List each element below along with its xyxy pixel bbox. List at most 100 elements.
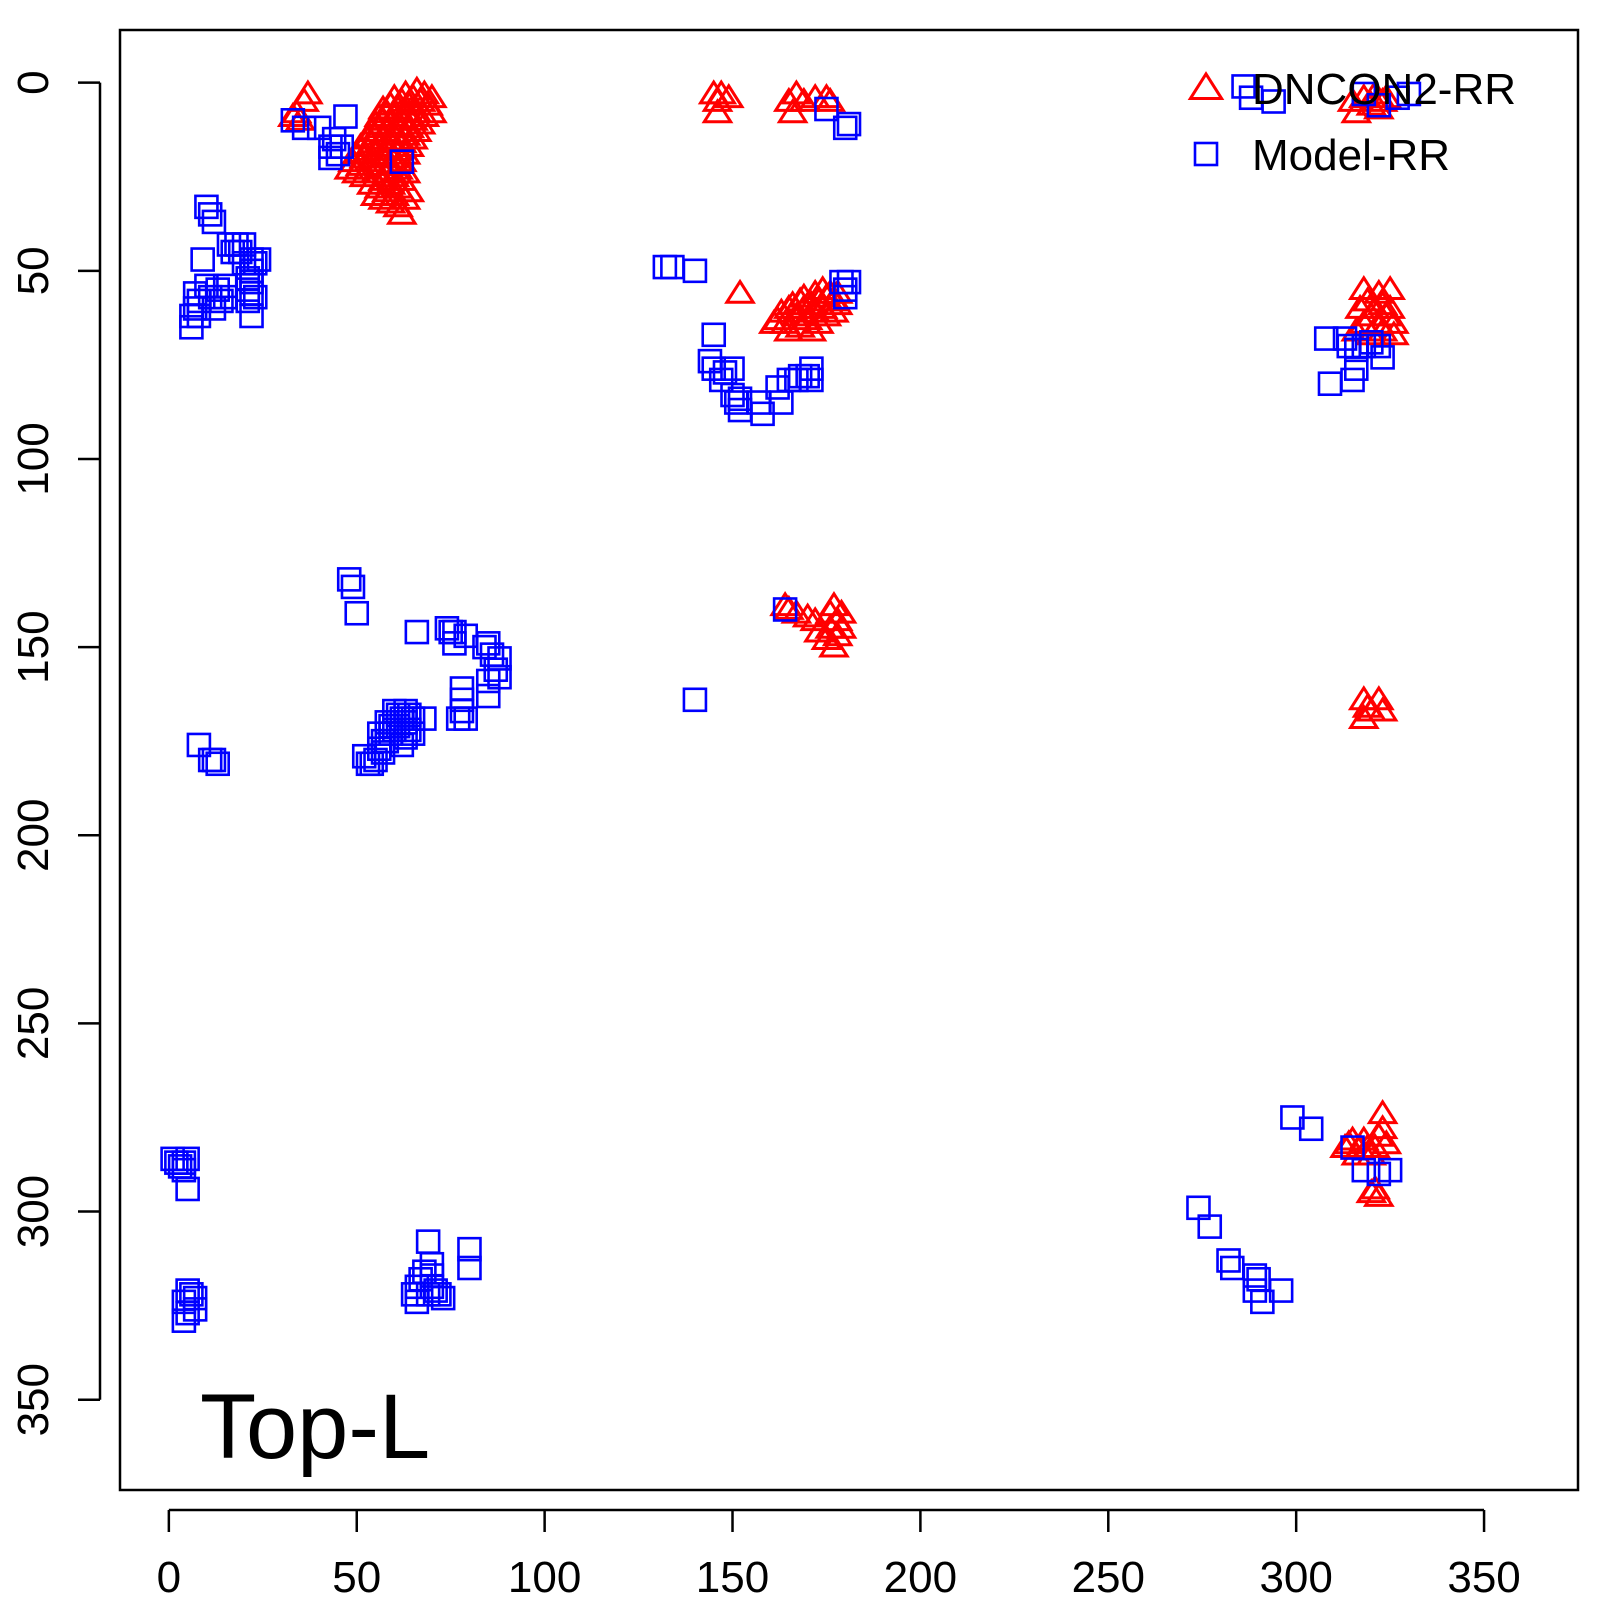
triangle-point xyxy=(1366,696,1399,722)
square-point xyxy=(1197,1214,1223,1239)
square-point xyxy=(652,254,678,280)
square-point xyxy=(457,1236,482,1262)
triangle-point xyxy=(1377,320,1410,346)
square-point xyxy=(832,115,858,141)
square-point xyxy=(400,1282,426,1307)
square-point xyxy=(205,751,231,777)
triangle-point xyxy=(712,83,745,109)
triangle-point xyxy=(799,606,832,632)
triangle-point xyxy=(1366,290,1399,316)
square-point xyxy=(836,269,862,295)
triangle-point xyxy=(795,316,828,342)
axes: 0 50 100 150 200 250 300 350 0 50 100 150 200 250 300 3… xyxy=(9,70,1521,1600)
square-point xyxy=(235,288,261,314)
legend-label: Model-RR xyxy=(1252,131,1450,180)
square-point xyxy=(1242,1263,1268,1288)
triangle-point xyxy=(1362,278,1395,304)
y-tick-label: 0 xyxy=(9,70,58,94)
legend-triangle-symbol xyxy=(1187,71,1225,101)
legend-label: DNCON2-RR xyxy=(1252,65,1516,114)
triangle-point xyxy=(1370,1129,1403,1155)
square-point xyxy=(209,288,234,314)
triangle-point xyxy=(705,79,738,105)
triangle-point xyxy=(787,86,820,112)
triangle-point xyxy=(393,177,426,203)
square-point xyxy=(1366,92,1392,118)
square-point xyxy=(682,258,708,284)
square-point xyxy=(333,104,358,129)
x-tick-label: 300 xyxy=(1259,1553,1332,1600)
square-point xyxy=(175,1300,200,1326)
square-point xyxy=(795,363,820,389)
square-point xyxy=(175,1146,200,1172)
panel-annotation: Top-L xyxy=(200,1376,430,1478)
square-point xyxy=(171,1308,197,1333)
square-point xyxy=(171,1150,197,1175)
triangle-point xyxy=(1366,1099,1399,1125)
square-point xyxy=(201,209,227,235)
square-point xyxy=(1396,81,1422,107)
x-tick-label: 0 xyxy=(157,1553,181,1600)
x-tick-label: 100 xyxy=(508,1553,581,1600)
square-point xyxy=(194,194,219,220)
y-tick-label: 350 xyxy=(9,1363,58,1436)
square-point xyxy=(242,284,268,310)
square-point xyxy=(242,250,268,276)
square-point xyxy=(325,141,351,167)
square-point xyxy=(179,1282,204,1307)
triangle-point xyxy=(701,98,734,124)
triangle-point xyxy=(724,278,756,304)
legend: DNCON2-RR Model-RR xyxy=(1187,65,1516,180)
square-point xyxy=(201,747,227,773)
triangle-point xyxy=(1362,1181,1395,1207)
square-point xyxy=(475,683,501,709)
square-point xyxy=(814,96,839,122)
square-point xyxy=(475,668,501,694)
square-point xyxy=(832,284,858,310)
square-point xyxy=(434,615,460,641)
square-point xyxy=(1298,1116,1324,1142)
triangle-point xyxy=(415,83,448,109)
square-point xyxy=(660,254,685,280)
square-point xyxy=(175,1176,200,1202)
square-point xyxy=(329,134,355,159)
square-point xyxy=(1377,1157,1403,1183)
square-point xyxy=(430,1285,456,1311)
marks-layer xyxy=(160,74,1422,1333)
y-tick-label: 150 xyxy=(9,610,58,683)
x-tick-label: 200 xyxy=(884,1553,957,1600)
triangle-point xyxy=(1362,685,1395,711)
triangle-point xyxy=(825,598,858,624)
square-point xyxy=(720,382,745,408)
square-point xyxy=(1351,1157,1377,1183)
triangle-point xyxy=(415,98,448,124)
triangle-point xyxy=(385,199,418,225)
y-tick-label: 50 xyxy=(9,246,58,295)
triangle-point xyxy=(1336,86,1369,112)
square-point xyxy=(772,597,798,622)
square-point xyxy=(291,115,317,141)
x-tick-label: 150 xyxy=(696,1553,769,1600)
square-point xyxy=(1317,371,1343,397)
square-point xyxy=(197,202,223,227)
square-point xyxy=(799,356,824,381)
triangle-point xyxy=(772,86,805,112)
square-point xyxy=(449,698,475,724)
triangle-point xyxy=(1340,98,1373,124)
series-model-rr xyxy=(160,74,1422,1333)
square-point xyxy=(397,702,422,728)
square-point xyxy=(389,149,415,175)
triangle-point xyxy=(1377,308,1410,334)
triangle-point xyxy=(825,613,858,639)
legend-square-symbol xyxy=(1193,141,1219,167)
square-point xyxy=(701,322,727,348)
square-point xyxy=(836,111,862,137)
square-point xyxy=(457,1255,482,1281)
square-point xyxy=(340,574,366,600)
triangle-point xyxy=(821,290,854,316)
x-tick-label: 50 xyxy=(332,1553,381,1600)
square-point xyxy=(404,1289,430,1315)
square-point xyxy=(404,1274,430,1300)
y-tick-label: 100 xyxy=(9,422,58,495)
